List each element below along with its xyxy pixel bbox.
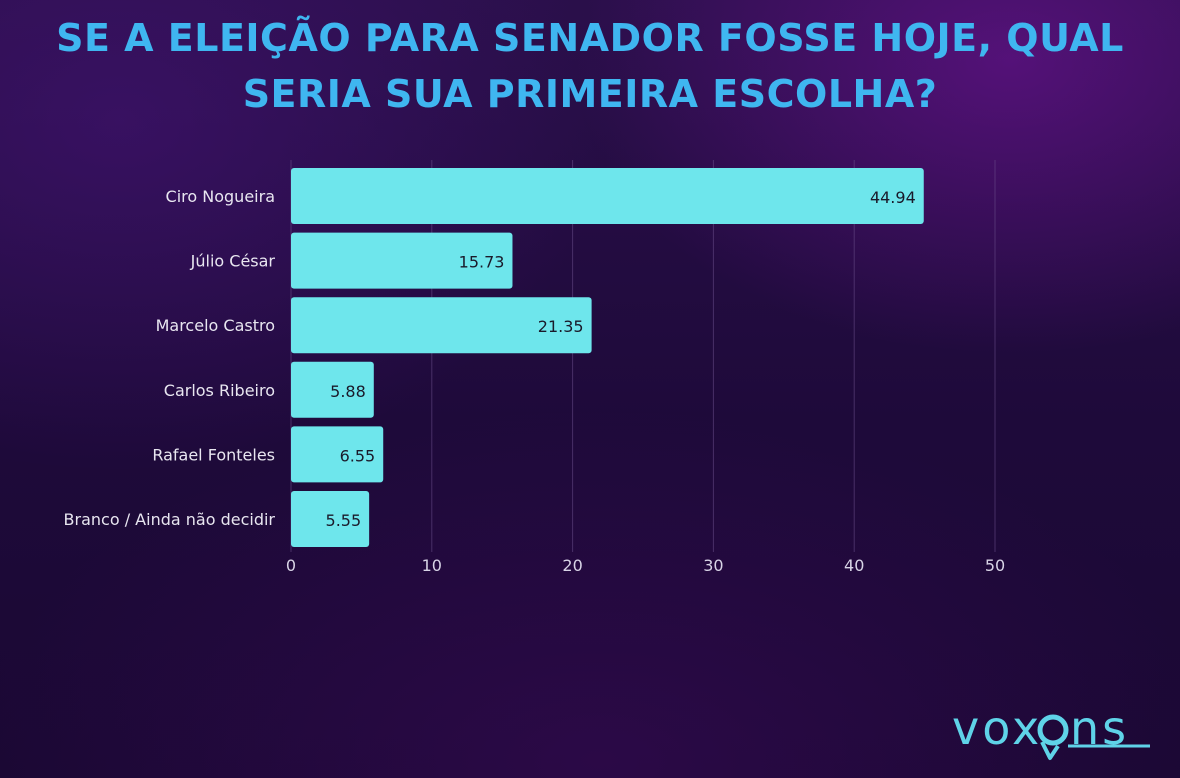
chart-title: SE A ELEIÇÃO PARA SENADOR FOSSE HOJE, QU… bbox=[0, 10, 1180, 122]
x-tick-label-50: 50 bbox=[985, 556, 1005, 575]
chart-title-line-2: SERIA SUA PRIMEIRA ESCOLHA? bbox=[242, 72, 938, 116]
category-label-5: Branco / Ainda não decidir bbox=[64, 510, 276, 529]
value-label-3: 5.88 bbox=[330, 382, 366, 401]
value-label-5: 5.55 bbox=[326, 511, 362, 530]
value-labels: 44.94 15.73 21.35 5.88 6.55 5.55 bbox=[326, 188, 916, 530]
bars bbox=[291, 168, 924, 547]
bar-5 bbox=[291, 491, 370, 547]
value-label-2: 21.35 bbox=[538, 317, 584, 336]
value-label-4: 6.55 bbox=[340, 446, 376, 465]
x-tick-label-40: 40 bbox=[844, 556, 864, 575]
grid-lines bbox=[290, 160, 996, 552]
x-tick-label-20: 20 bbox=[562, 556, 582, 575]
category-labels: Ciro Nogueira Júlio César Marcelo Castro Ca… bbox=[64, 187, 276, 529]
category-label-1: Júlio César bbox=[190, 252, 276, 271]
x-tick-label-30: 30 bbox=[703, 556, 723, 575]
category-label-0: Ciro Nogueira bbox=[166, 187, 275, 206]
x-axis-ticks: 0 10 20 30 40 50 bbox=[286, 556, 1005, 575]
svg-text:vox: vox bbox=[952, 701, 1042, 755]
category-label-4: Rafael Fonteles bbox=[152, 445, 275, 464]
bar-0 bbox=[291, 168, 924, 224]
chart-title-line-1: SE A ELEIÇÃO PARA SENADOR FOSSE HOJE, QU… bbox=[56, 16, 1124, 60]
x-tick-label-0: 0 bbox=[286, 556, 296, 575]
bar-2 bbox=[291, 297, 592, 354]
bar-3 bbox=[291, 361, 374, 418]
category-label-3: Carlos Ribeiro bbox=[164, 381, 275, 400]
x-tick-label-10: 10 bbox=[422, 556, 442, 575]
value-label-0: 44.94 bbox=[870, 188, 916, 207]
voxons-logo: vox ns bbox=[952, 701, 1150, 760]
value-label-1: 15.73 bbox=[459, 253, 505, 272]
bar-1 bbox=[291, 232, 513, 289]
category-label-2: Marcelo Castro bbox=[156, 316, 275, 335]
bar-4 bbox=[291, 426, 384, 483]
bar-chart: Ciro Nogueira Júlio César Marcelo Castro Ca… bbox=[64, 160, 1005, 575]
